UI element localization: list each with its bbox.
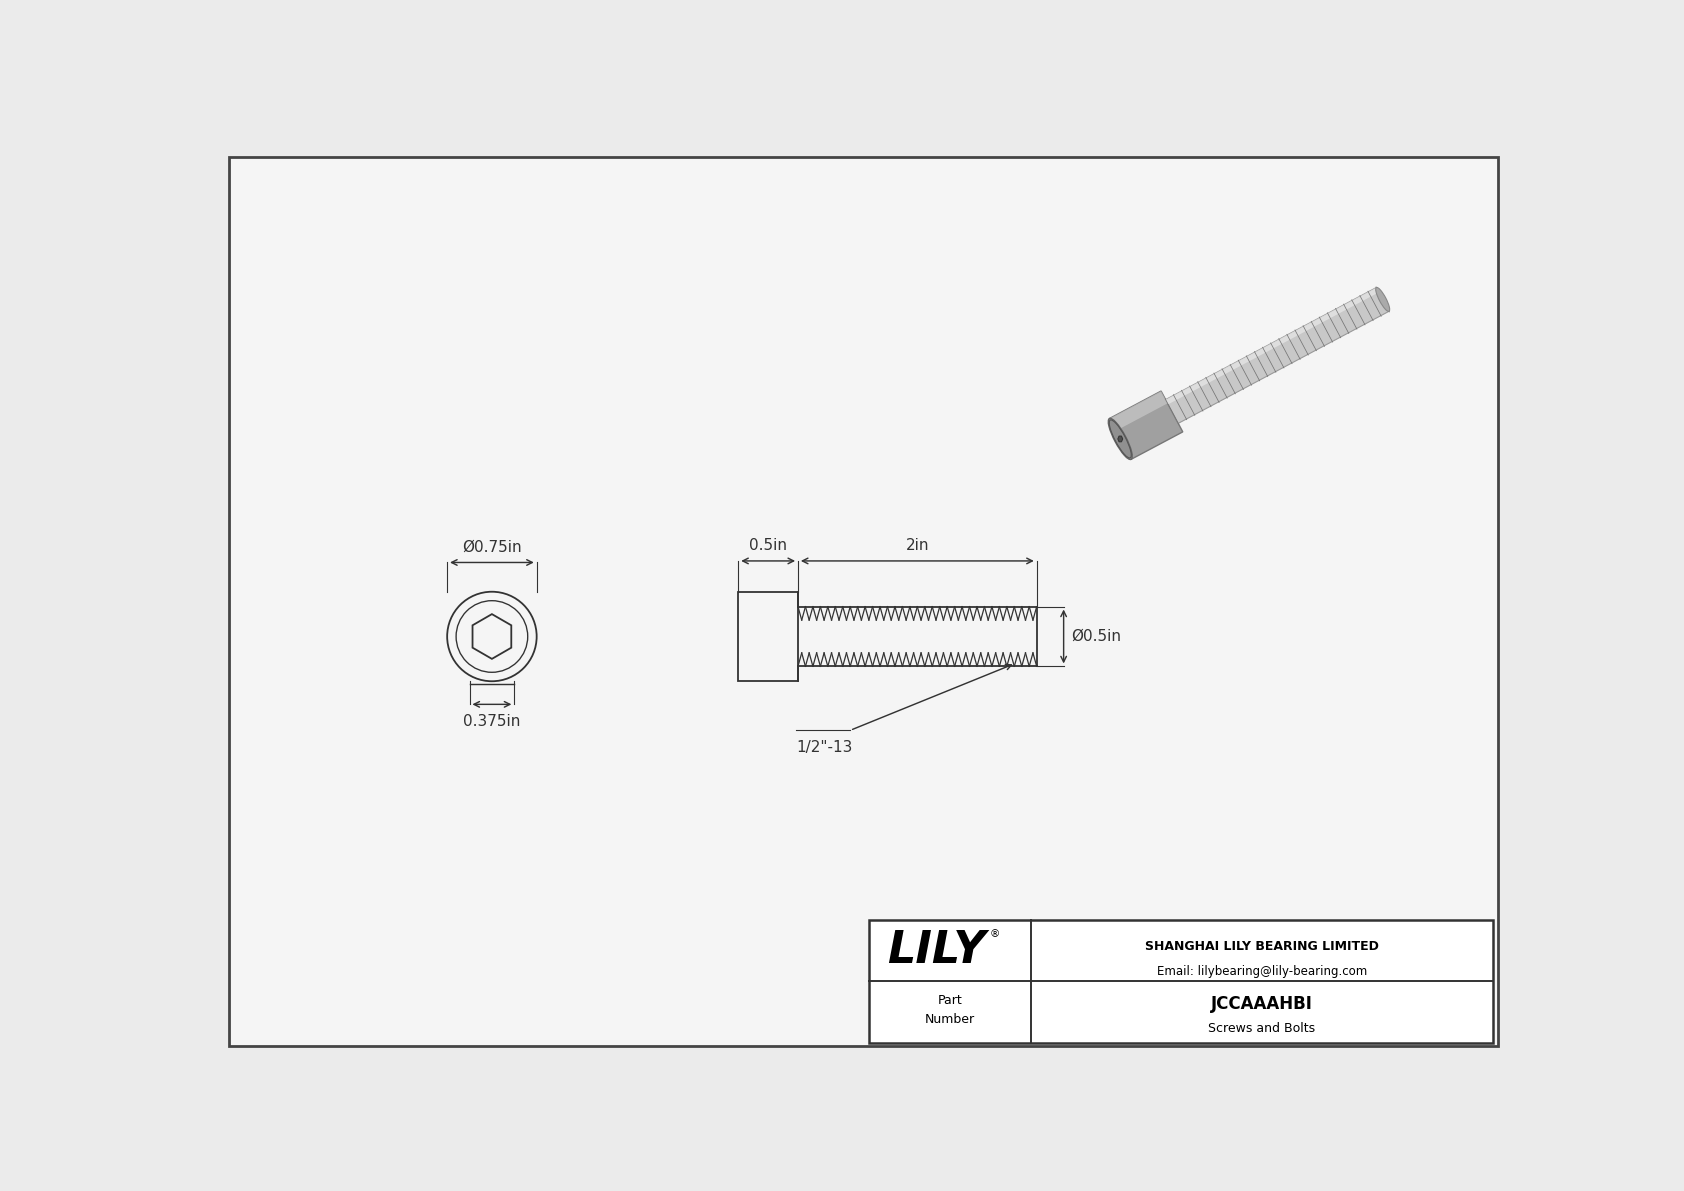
Polygon shape	[1165, 287, 1389, 423]
Text: 2in: 2in	[906, 538, 930, 554]
Polygon shape	[1118, 436, 1123, 442]
Polygon shape	[1165, 287, 1379, 404]
Bar	[869, 919, 1494, 1043]
Text: Screws and Bolts: Screws and Bolts	[1209, 1022, 1315, 1035]
Text: 0.5in: 0.5in	[749, 538, 786, 554]
Ellipse shape	[1108, 418, 1132, 460]
Text: Ø0.75in: Ø0.75in	[461, 540, 522, 555]
Text: LILY: LILY	[887, 929, 985, 972]
Text: SHANGHAI LILY BEARING LIMITED: SHANGHAI LILY BEARING LIMITED	[1145, 941, 1379, 954]
Text: 1/2"-13: 1/2"-13	[797, 741, 852, 755]
Text: Email: lilybearing@lily-bearing.com: Email: lilybearing@lily-bearing.com	[1157, 965, 1367, 978]
Ellipse shape	[1376, 287, 1389, 311]
Text: Ø0.5in: Ø0.5in	[1071, 629, 1122, 644]
Text: Part
Number: Part Number	[925, 993, 975, 1025]
Bar	[738, 592, 798, 681]
Text: 0.375in: 0.375in	[463, 713, 520, 729]
Polygon shape	[1110, 391, 1182, 460]
Polygon shape	[1110, 391, 1167, 431]
Text: JCCAAAHBI: JCCAAAHBI	[1211, 994, 1314, 1012]
Text: ®: ®	[990, 929, 1000, 939]
